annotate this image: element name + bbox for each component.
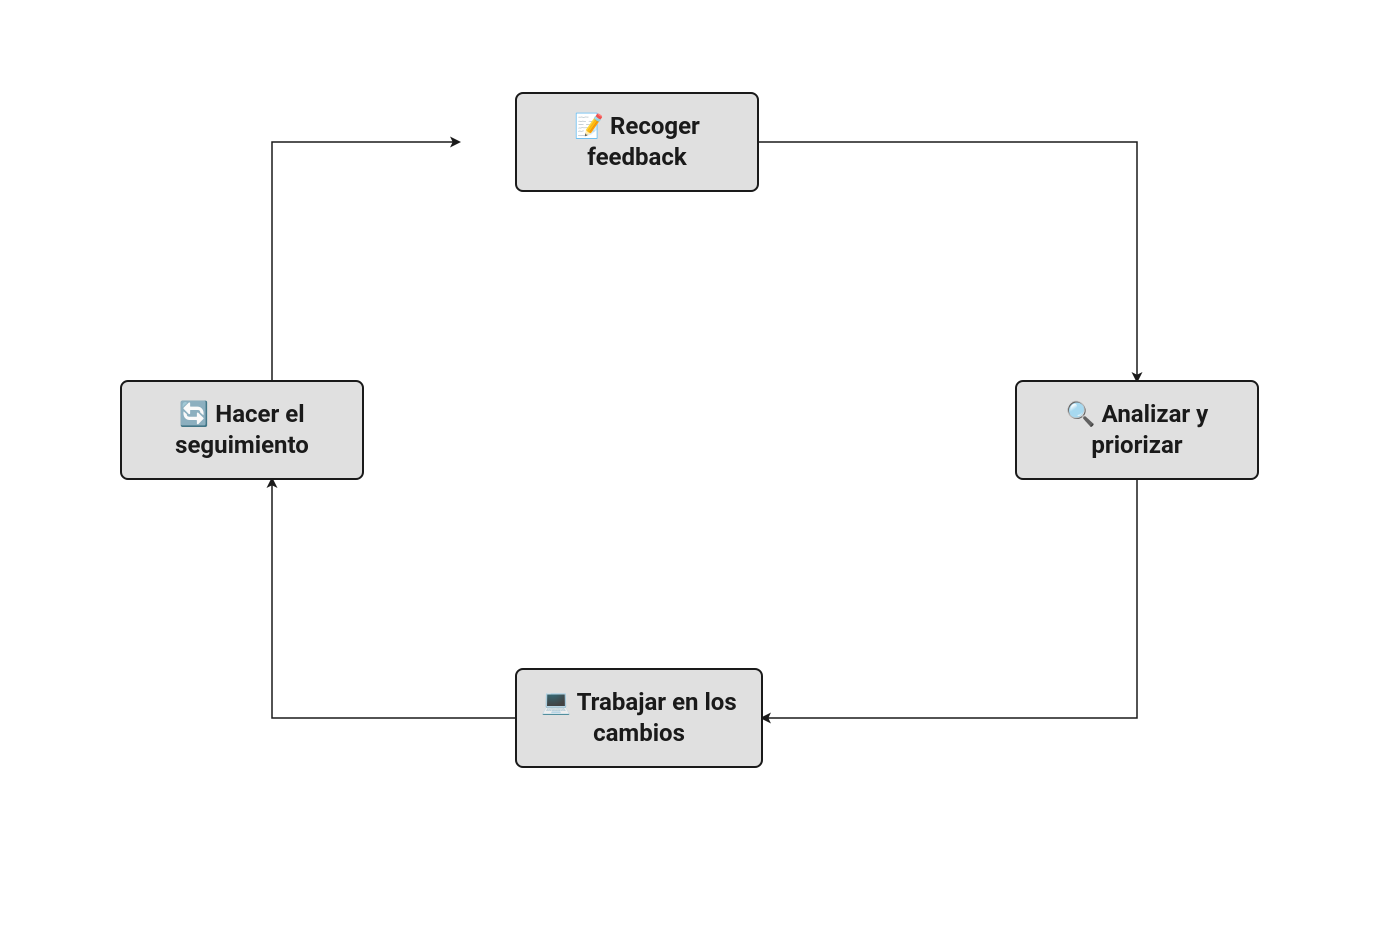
node-icon: 🔍	[1066, 400, 1096, 428]
node-label: Recoger feedback	[587, 112, 700, 171]
node-work: 💻 Trabajar en los cambios	[515, 668, 763, 768]
node-collect: 📝 Recoger feedback	[515, 92, 759, 192]
edge-follow-to-collect	[272, 142, 458, 380]
edge-collect-to-analyze	[759, 142, 1137, 380]
node-analyze: 🔍 Analizar y priorizar	[1015, 380, 1259, 480]
node-icon: 📝	[574, 112, 604, 140]
node-label: Analizar y priorizar	[1091, 400, 1208, 459]
node-icon: 🔄	[179, 400, 209, 428]
edge-work-to-follow	[272, 480, 515, 718]
node-label: Trabajar en los cambios	[577, 688, 737, 747]
node-follow: 🔄 Hacer el seguimiento	[120, 380, 364, 480]
diagram-canvas: 📝 Recoger feedback 🔍 Analizar y priorizar…	[0, 0, 1400, 936]
edge-analyze-to-work	[763, 480, 1137, 718]
node-icon: 💻	[541, 688, 571, 716]
